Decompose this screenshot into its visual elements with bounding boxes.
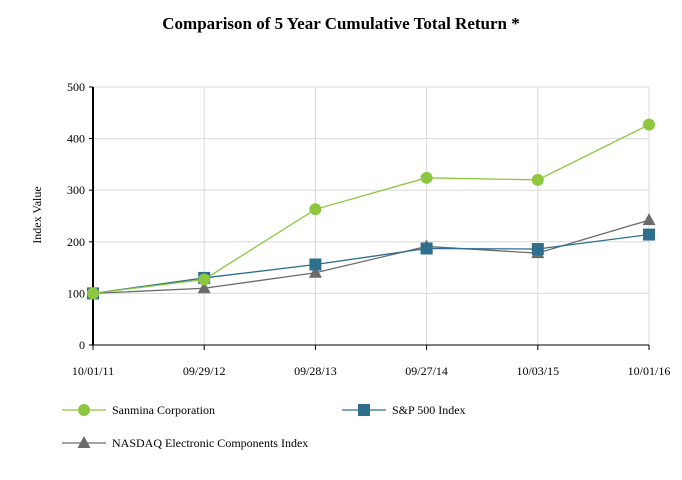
x-tick-label: 09/27/14 xyxy=(405,364,448,378)
y-tick-label: 200 xyxy=(67,235,85,249)
legend-label: NASDAQ Electronic Components Index xyxy=(112,436,308,450)
legend-marker xyxy=(358,404,370,416)
data-point xyxy=(309,258,322,271)
y-tick-label: 100 xyxy=(67,286,85,300)
x-tick-label: 09/29/12 xyxy=(183,364,226,378)
legend-marker xyxy=(78,404,90,416)
data-point xyxy=(531,173,544,186)
x-tick-label: 10/01/11 xyxy=(72,364,114,378)
data-point xyxy=(197,281,211,294)
y-tick-label: 300 xyxy=(67,183,85,197)
data-point xyxy=(420,171,433,184)
series-line xyxy=(92,233,650,295)
legend-marker xyxy=(77,436,91,448)
y-axis-label: Index Value xyxy=(30,186,44,243)
data-point xyxy=(87,287,99,300)
data-point xyxy=(198,273,211,286)
series-s-p-500-index xyxy=(87,228,655,300)
series-layer xyxy=(86,118,656,300)
data-point xyxy=(309,203,322,216)
data-point xyxy=(642,213,656,226)
gridlines xyxy=(93,86,650,345)
series-nasdaq-electronic-components-index xyxy=(86,213,656,299)
data-point xyxy=(420,242,433,255)
y-tick-label: 500 xyxy=(67,80,85,94)
data-point xyxy=(643,228,655,241)
x-tick-label: 10/01/16 xyxy=(628,364,671,378)
x-tick-label: 10/03/15 xyxy=(516,364,559,378)
legend: Sanmina Corporation S&P 500 Index NASDAQ E… xyxy=(62,403,466,450)
axes: 0 100 200 300 400 500 10/01/11 09/29/12 09/28/13… xyxy=(67,80,670,378)
legend-label: Sanmina Corporation xyxy=(112,403,215,417)
y-tick-label: 400 xyxy=(67,132,85,146)
series-line xyxy=(92,124,650,295)
chart-title: Comparison of 5 Year Cumulative Total Re… xyxy=(162,14,520,33)
legend-item: Sanmina Corporation xyxy=(62,403,215,417)
y-tick-label: 0 xyxy=(79,338,85,352)
x-tick-label: 09/28/13 xyxy=(294,364,337,378)
data-point xyxy=(643,118,655,131)
data-point xyxy=(308,265,322,278)
legend-item: NASDAQ Electronic Components Index xyxy=(62,436,308,450)
data-point xyxy=(531,243,544,256)
legend-item: S&P 500 Index xyxy=(342,403,466,417)
series-sanmina-corporation xyxy=(87,118,655,300)
legend-label: S&P 500 Index xyxy=(392,403,466,417)
series-line xyxy=(92,219,650,295)
